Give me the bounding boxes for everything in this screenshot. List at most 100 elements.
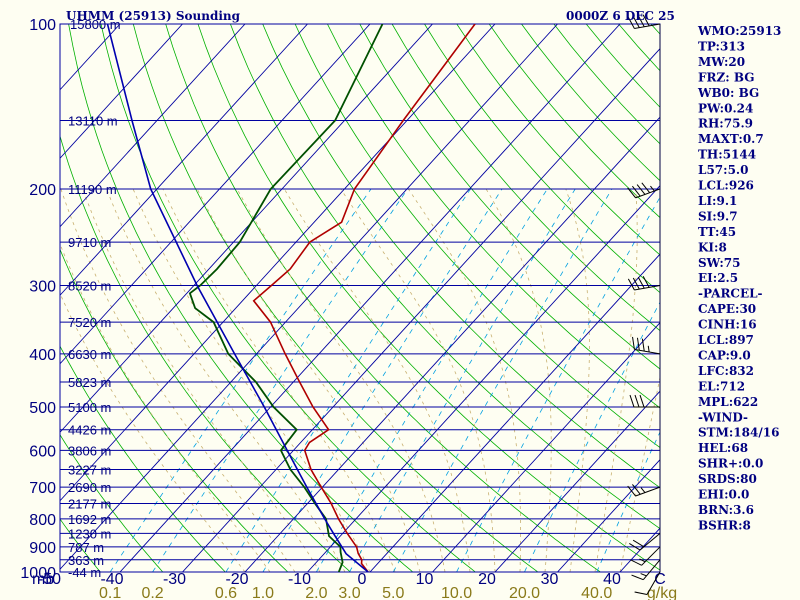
wind-barb-flag — [632, 277, 640, 290]
index-line: PW:0.24 — [698, 101, 753, 115]
wind-barb-staff — [641, 546, 661, 566]
temperature-tick-label: 0 — [358, 571, 367, 588]
index-line: WMO:25913 — [697, 24, 781, 38]
wind-barb-flag — [634, 591, 648, 596]
height-label: 2177 m — [68, 497, 111, 512]
wind-barb-flag — [634, 394, 640, 408]
index-line: LFC:832 — [698, 364, 754, 378]
pressure-label: 900 — [29, 540, 56, 557]
dry-adiabat — [100, 24, 476, 572]
wind-barb-flag — [627, 17, 635, 29]
index-line: BSHR:8 — [698, 518, 751, 532]
station-title: UHMM (25913) Sounding — [66, 9, 241, 23]
temperature-tick-label: -40 — [100, 571, 123, 588]
index-line: SI:9.7 — [698, 209, 738, 223]
wind-barb — [631, 559, 661, 581]
mixing-ratio-label: 10.0 — [441, 585, 472, 600]
isotherm — [182, 47, 660, 572]
moist-adiabat — [407, 188, 521, 572]
wind-barb-flag — [636, 184, 646, 195]
wind-barb-flag — [630, 559, 642, 566]
wind-barb-flag — [627, 485, 636, 497]
valid-time: 0000Z 6 DEC 25 — [566, 9, 675, 23]
temperature-unit-label: C — [654, 571, 666, 588]
index-line: WB0: BG — [697, 86, 759, 100]
index-line: -WIND- — [698, 410, 748, 424]
isotherm — [60, 24, 496, 502]
index-line: EHI:0.0 — [698, 488, 749, 502]
dry-adiabat — [780, 24, 800, 572]
height-label: 11190 m — [68, 182, 117, 197]
wind-barb — [630, 546, 661, 566]
index-line: EL:712 — [698, 379, 745, 393]
isotherm — [60, 24, 371, 365]
mixing-ratio-label: g/kg — [647, 585, 677, 600]
temperature-tick-label: 30 — [541, 571, 559, 588]
wind-barb-staff — [646, 571, 661, 595]
index-line: EI:2.5 — [698, 271, 738, 285]
wind-barb-staff — [635, 486, 661, 497]
index-line: CINH:16 — [698, 318, 757, 332]
index-line: FRZ: BG — [698, 70, 754, 84]
index-line: TP:313 — [698, 39, 745, 53]
height-label: 4426 m — [68, 423, 111, 438]
wind-barb-staff — [634, 284, 661, 291]
dry-adiabat — [230, 24, 660, 530]
isotherm — [60, 24, 183, 159]
wind-barb-half-flag — [640, 487, 646, 493]
wind-barb-staff — [642, 559, 661, 581]
wind-barb-staff — [635, 188, 661, 199]
height-label: 787 m — [68, 540, 104, 555]
index-line: SHR+:0.0 — [698, 457, 763, 471]
wind-barb-flag — [632, 484, 641, 495]
wind-barb-staff — [639, 532, 661, 551]
height-label: 9710 m — [68, 235, 111, 250]
pressure-label: 800 — [29, 512, 56, 529]
mixing-ratio-label: 3.0 — [338, 585, 360, 600]
mixing-ratio-label: 2.0 — [305, 585, 327, 600]
wind-barb — [629, 394, 660, 408]
isotherm — [60, 24, 433, 433]
wind-barb-flag — [637, 276, 645, 289]
temperature-tick-label: -30 — [163, 571, 186, 588]
wind-barb — [627, 14, 661, 30]
moist-adiabat — [82, 188, 321, 572]
index-line: SW:75 — [698, 256, 740, 270]
wind-barb-half-flag — [650, 185, 655, 192]
wind-barb-flag — [632, 16, 640, 28]
isotherm — [307, 184, 660, 572]
mixing-ratio-label: 0.2 — [141, 585, 163, 600]
mixing-ratio-line — [524, 301, 660, 572]
pressure-label: 100 — [29, 17, 56, 34]
moist-adiabat — [594, 188, 638, 572]
wind-barb-flag — [629, 394, 635, 408]
index-line: -PARCEL- — [698, 287, 763, 301]
sounding-profiles — [106, 24, 476, 572]
mixing-ratio-line — [152, 188, 408, 572]
wind-barb-staff — [634, 348, 661, 355]
wind-barb — [627, 276, 661, 291]
wind-barb-flag — [632, 539, 645, 548]
dry-adiabat — [197, 24, 660, 571]
isotherm — [60, 24, 308, 296]
mixing-ratio-label: 0.1 — [99, 585, 121, 600]
isotherm — [494, 390, 660, 572]
moist-adiabat — [60, 292, 246, 572]
index-line: KI:8 — [698, 240, 727, 254]
wind-barbs — [627, 14, 661, 596]
height-label: 7520 m — [68, 315, 111, 330]
mixing-ratio-line — [316, 188, 548, 572]
index-line: BRN:3.6 — [698, 503, 754, 517]
index-line: L57:5.0 — [698, 163, 748, 177]
pressure-label: 500 — [29, 400, 56, 417]
index-line: MPL:622 — [698, 395, 758, 409]
moist-adiabat — [60, 243, 271, 572]
height-label: 2690 m — [68, 480, 111, 495]
moist-adiabat — [236, 188, 446, 572]
wind-barb-flag — [642, 14, 650, 27]
temperature-tick-label: 10 — [416, 571, 434, 588]
mixing-ratio-label: 40.0 — [581, 585, 612, 600]
wind-barb — [632, 336, 661, 355]
